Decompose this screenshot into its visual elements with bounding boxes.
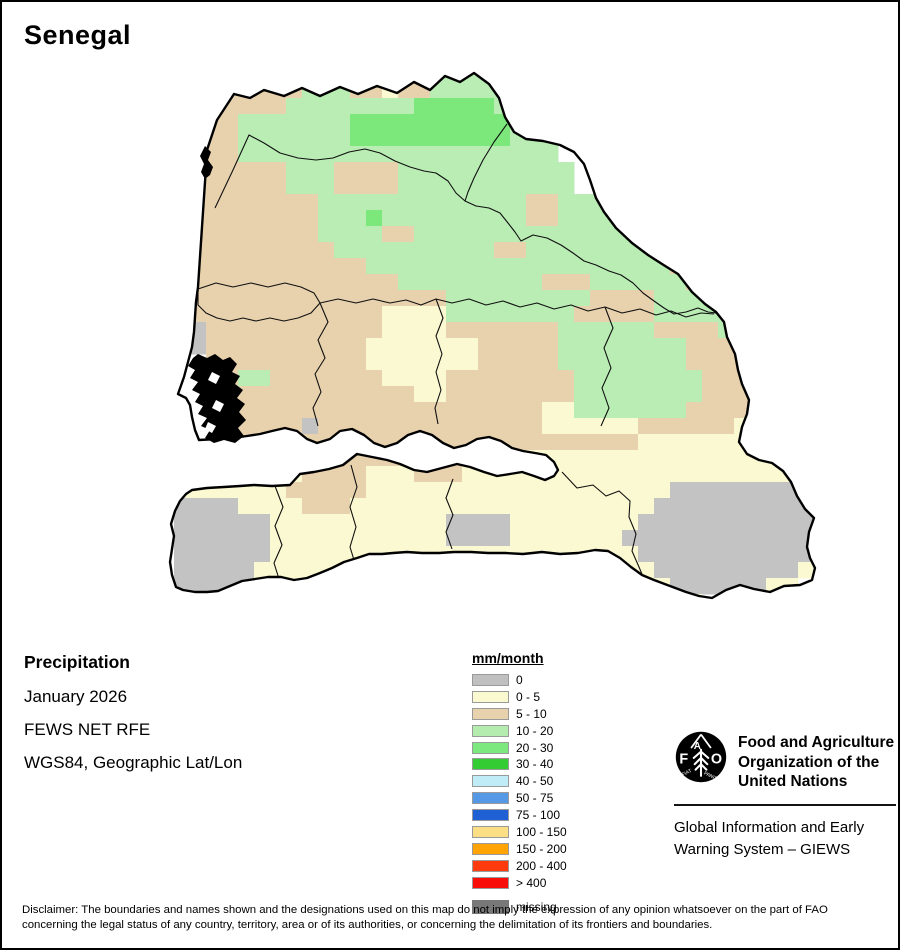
org-division-line: Global Information and Early [674, 818, 865, 836]
org-divider [674, 803, 896, 806]
org-name-line: United Nations [738, 773, 848, 790]
legend-swatch [472, 792, 509, 805]
legend-swatch [472, 741, 509, 754]
svg-text:F: F [679, 751, 688, 767]
legend-label: 150 - 200 [516, 841, 567, 856]
legend-item: 30 - 40 [472, 757, 672, 772]
legend-item: 10 - 20 [472, 723, 672, 738]
legend-item: 50 - 75 [472, 791, 672, 806]
legend-label: 20 - 30 [516, 740, 554, 755]
map-info-block: Precipitation January 2026 FEWS NET RFE … [24, 652, 242, 786]
admin-boundary [312, 302, 329, 427]
legend-item: 20 - 30 [472, 740, 672, 755]
country-outline [168, 71, 817, 600]
legend-swatch [472, 674, 509, 686]
info-period: January 2026 [24, 687, 128, 706]
saloum-delta [188, 354, 246, 443]
info-projection: WGS84, Geographic Lat/Lon [24, 753, 243, 772]
legend-title: mm/month [472, 650, 544, 666]
legend-item-missing: missing [472, 900, 557, 914]
svg-text:FIAT: FIAT [681, 768, 693, 778]
legend-label: 200 - 400 [516, 858, 567, 873]
legend-item: 40 - 50 [472, 774, 672, 789]
org-division: Global Information and Early Warning Sys… [674, 817, 898, 861]
info-source: FEWS NET RFE [24, 720, 151, 739]
legend: mm/month 0 0 - 5 5 - 10 10 - 20 20 - 30 30 - … [472, 650, 672, 894]
svg-text:O: O [711, 751, 722, 767]
org-name-line: Organization of the [738, 753, 880, 771]
legend-label: 10 - 20 [516, 723, 554, 738]
legend-swatch [472, 809, 509, 822]
legend-label-missing: missing [516, 900, 557, 914]
legend-swatch [472, 775, 509, 788]
legend-label: > 400 [516, 875, 547, 890]
legend-item: 0 - 5 [472, 689, 672, 704]
organization-block: F A O FIAT PANIS Food and Agriculture Or… [674, 730, 898, 861]
org-division-line: Warning System – GIEWS [674, 840, 851, 858]
admin-boundary [561, 471, 645, 580]
legend-swatch [472, 707, 509, 720]
org-name-line: Food and Agriculture [738, 734, 895, 751]
legend-swatch [472, 690, 509, 703]
legend-swatch-missing [472, 900, 509, 914]
legend-swatch [472, 842, 509, 855]
legend-label: 30 - 40 [516, 757, 554, 772]
legend-item: > 400 [472, 875, 672, 890]
svg-text:A: A [694, 741, 701, 752]
legend-items: 0 0 - 5 5 - 10 10 - 20 20 - 30 30 - 40 40 - 50… [472, 673, 672, 890]
legend-label: 0 - 5 [516, 689, 541, 704]
legend-swatch [472, 826, 509, 839]
page-title: Senegal [24, 20, 132, 50]
disclaimer-line: Disclaimer: The boundaries and names sho… [22, 904, 828, 916]
disclaimer: Disclaimer: The boundaries and names sho… [22, 903, 890, 933]
admin-boundary [434, 298, 444, 425]
legend-swatch [472, 859, 509, 872]
admin-boundary [445, 478, 454, 550]
legend-label: 40 - 50 [516, 774, 554, 789]
legend-swatch [472, 724, 509, 737]
legend-label: 0 [516, 673, 523, 687]
legend-item: 100 - 150 [472, 825, 672, 840]
legend-item: 75 - 100 [472, 808, 672, 823]
legend-label: 50 - 75 [516, 791, 554, 806]
admin-boundary [349, 464, 358, 561]
admin-boundary [273, 485, 284, 580]
saint-louis-delta [200, 146, 213, 179]
admin-boundaries [197, 123, 717, 580]
legend-swatch [472, 758, 509, 771]
org-name: Food and Agriculture Organization of the… [738, 730, 894, 792]
admin-boundary [197, 282, 321, 322]
admin-boundary [464, 123, 508, 202]
legend-item: 150 - 200 [472, 841, 672, 856]
fao-logo-icon: F A O FIAT PANIS [675, 731, 727, 783]
coastal-estuary-features [188, 146, 246, 443]
legend-item: 0 [472, 673, 672, 687]
disclaimer-line: concerning the legal status of any count… [22, 918, 713, 931]
admin-boundary [319, 298, 715, 318]
legend-label: 5 - 10 [516, 706, 547, 721]
admin-boundary [600, 306, 614, 427]
legend-label: 100 - 150 [516, 825, 567, 840]
admin-boundary [214, 134, 717, 315]
legend-label: 75 - 100 [516, 808, 561, 823]
legend-item: 200 - 400 [472, 858, 672, 873]
legend-item: 5 - 10 [472, 706, 672, 721]
info-heading: Precipitation [24, 652, 130, 672]
legend-swatch [472, 876, 509, 889]
